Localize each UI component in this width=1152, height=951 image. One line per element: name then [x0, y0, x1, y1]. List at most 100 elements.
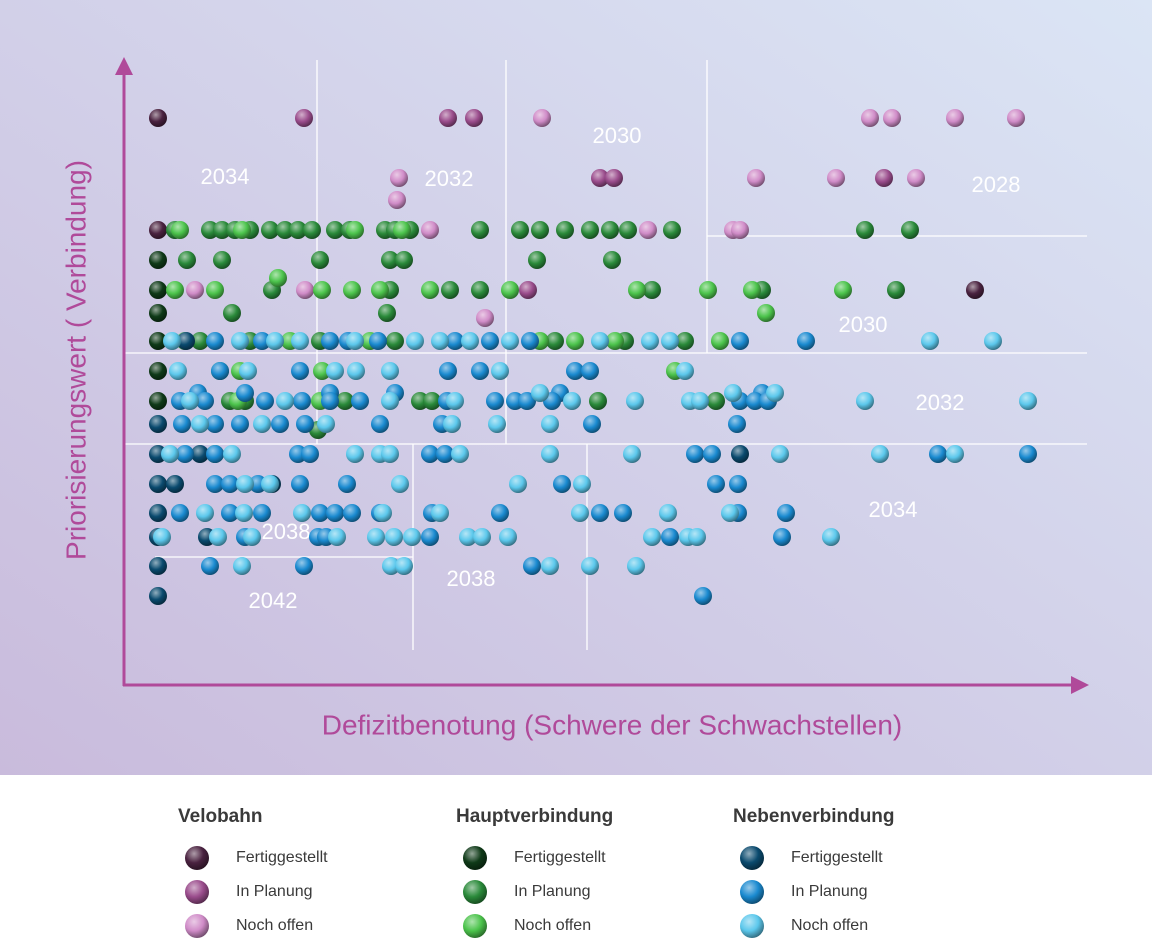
point [731, 445, 749, 463]
point [181, 392, 199, 410]
point [929, 445, 947, 463]
point [235, 504, 253, 522]
point [451, 445, 469, 463]
point [421, 528, 439, 546]
point [446, 392, 464, 410]
point [149, 281, 167, 299]
point [196, 392, 214, 410]
point [663, 221, 681, 239]
legend-label: In Planung [514, 883, 591, 900]
point [921, 332, 939, 350]
point [619, 221, 637, 239]
legend-label: Noch offen [791, 917, 868, 934]
point [591, 332, 609, 350]
point [553, 475, 571, 493]
point [311, 251, 329, 269]
point [589, 392, 607, 410]
point [431, 504, 449, 522]
point [563, 392, 581, 410]
point [351, 392, 369, 410]
point [439, 362, 457, 380]
point [149, 475, 167, 493]
point [388, 191, 406, 209]
point [731, 221, 749, 239]
point [946, 109, 964, 127]
point [473, 528, 491, 546]
point [191, 415, 209, 433]
point [486, 392, 504, 410]
region-label: 2030 [839, 312, 888, 337]
point [766, 384, 784, 402]
point [601, 221, 619, 239]
point [191, 332, 209, 350]
point [395, 251, 413, 269]
point [856, 221, 874, 239]
point [209, 528, 227, 546]
x-axis-title: Defizitbenotung (Schwere der Schwachstel… [322, 709, 903, 740]
legend-swatch [185, 880, 209, 904]
point [421, 221, 439, 239]
point [729, 475, 747, 493]
point [186, 281, 204, 299]
point [206, 415, 224, 433]
legend-swatch [185, 846, 209, 870]
region-label: 2028 [972, 172, 1021, 197]
point [907, 169, 925, 187]
point [641, 332, 659, 350]
point [481, 332, 499, 350]
point [269, 269, 287, 287]
point [676, 332, 694, 350]
point [293, 392, 311, 410]
point [321, 332, 339, 350]
point [707, 392, 725, 410]
point [834, 281, 852, 299]
point [476, 309, 494, 327]
region-label: 2032 [916, 390, 965, 415]
point [528, 251, 546, 269]
point [231, 332, 249, 350]
point [581, 221, 599, 239]
point [531, 221, 549, 239]
legend-label: Fertiggestellt [236, 849, 328, 866]
point [295, 109, 313, 127]
point [381, 362, 399, 380]
point [311, 504, 329, 522]
point [676, 362, 694, 380]
point [688, 528, 706, 546]
point [243, 528, 261, 546]
point [317, 415, 335, 433]
legend-group-title: Hauptverbindung [456, 806, 613, 827]
point [721, 504, 739, 522]
point [703, 445, 721, 463]
point [153, 528, 171, 546]
point [707, 475, 725, 493]
point [773, 528, 791, 546]
region-label: 2042 [249, 588, 298, 613]
point [628, 281, 646, 299]
point [371, 415, 389, 433]
point [213, 221, 231, 239]
point [822, 528, 840, 546]
point [573, 475, 591, 493]
point [883, 109, 901, 127]
point [161, 445, 179, 463]
point [393, 221, 411, 239]
legend-group-title: Nebenverbindung [733, 806, 895, 827]
point [591, 169, 609, 187]
point [149, 504, 167, 522]
point [614, 504, 632, 522]
legend-swatch [185, 914, 209, 938]
point [239, 362, 257, 380]
point [901, 221, 919, 239]
point [326, 504, 344, 522]
point [338, 475, 356, 493]
point [461, 332, 479, 350]
point [777, 504, 795, 522]
point [746, 392, 764, 410]
point [166, 281, 184, 299]
point [471, 362, 489, 380]
point [984, 332, 1002, 350]
point [206, 281, 224, 299]
point [571, 504, 589, 522]
point [421, 445, 439, 463]
